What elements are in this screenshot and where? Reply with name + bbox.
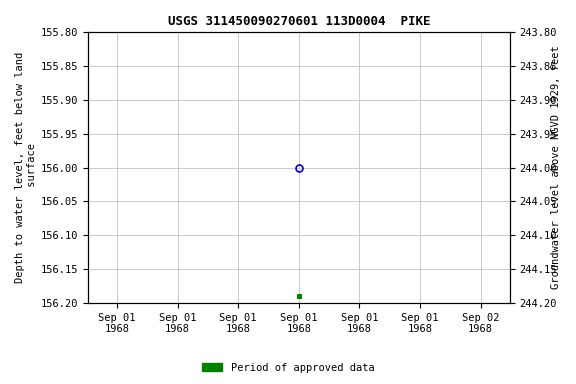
Y-axis label: Groundwater level above NGVD 1929, feet: Groundwater level above NGVD 1929, feet [551, 46, 561, 290]
Y-axis label: Depth to water level, feet below land
 surface: Depth to water level, feet below land su… [15, 52, 37, 283]
Legend: Period of approved data: Period of approved data [198, 359, 378, 377]
Title: USGS 311450090270601 113D0004  PIKE: USGS 311450090270601 113D0004 PIKE [168, 15, 430, 28]
